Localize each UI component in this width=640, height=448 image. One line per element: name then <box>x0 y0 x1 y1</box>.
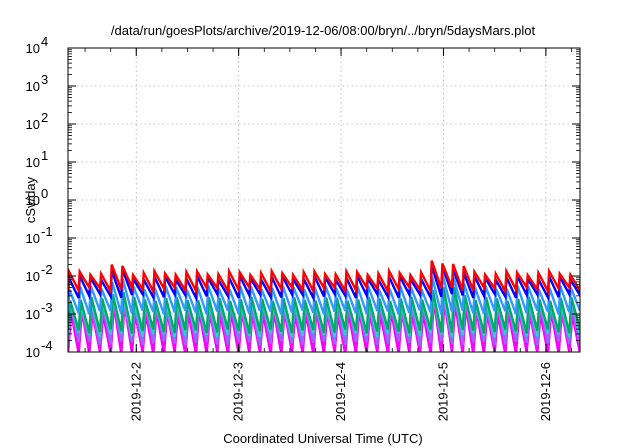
y-tick-exponent: -2 <box>41 262 53 277</box>
x-tick-label: 2019-12-4 <box>333 362 348 421</box>
y-tick-exponent: 1 <box>41 148 48 163</box>
y-tick-label: 10 <box>26 231 40 246</box>
x-tick-label: 2019-12-6 <box>538 362 553 421</box>
x-tick-label: 2019-12-5 <box>435 362 450 421</box>
series-line <box>68 260 580 296</box>
axis-ticks <box>68 47 580 353</box>
y-tick-exponent: -1 <box>41 224 53 239</box>
x-tick-label: 2019-12-3 <box>231 362 246 421</box>
y-tick-exponent: -4 <box>41 338 53 353</box>
y-tick-label: 10 <box>26 79 40 94</box>
series-lines <box>68 260 580 352</box>
y-tick-exponent: 0 <box>41 186 48 201</box>
y-tick-label: 10 <box>26 307 40 322</box>
y-tick-label: 10 <box>26 345 40 360</box>
y-axis-label: cSv/day <box>23 176 38 223</box>
x-tick-label: 2019-12-2 <box>128 362 143 421</box>
y-tick-exponent: 4 <box>41 34 48 49</box>
y-tick-exponent: 3 <box>41 72 48 87</box>
y-tick-label: 10 <box>26 155 40 170</box>
x-axis-label: Coordinated Universal Time (UTC) <box>223 431 422 446</box>
y-tick-label: 10 <box>26 117 40 132</box>
y-tick-exponent: 2 <box>41 110 48 125</box>
y-tick-label: 10 <box>26 193 40 208</box>
y-tick-label: 10 <box>26 269 40 284</box>
chart-title: /data/run/goesPlots/archive/2019-12-06/0… <box>111 23 536 38</box>
series-line <box>68 286 580 334</box>
y-tick-label: 10 <box>26 41 40 56</box>
y-tick-exponent: -3 <box>41 300 53 315</box>
